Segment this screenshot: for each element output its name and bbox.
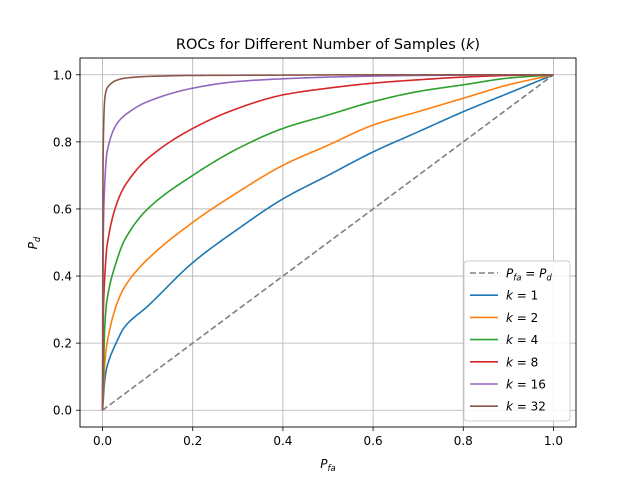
legend-series-k16-label: k = 16 bbox=[506, 378, 546, 392]
x-tick-label: 0.0 bbox=[93, 434, 112, 448]
legend-reference-label: Pfa = Pd bbox=[506, 267, 552, 284]
series-line-k8 bbox=[101, 73, 554, 411]
y-axis-label: Pd bbox=[26, 236, 43, 249]
x-axis-ticks: 0.0 0.2 0.4 0.6 0.8 1.0 bbox=[93, 427, 563, 448]
y-tick-label: 0.0 bbox=[53, 404, 72, 418]
legend-box bbox=[463, 260, 571, 422]
y-tick-label: 1.0 bbox=[53, 68, 72, 82]
x-tick-label: 1.0 bbox=[544, 434, 563, 448]
legend-series-k32-label: k = 32 bbox=[506, 400, 546, 414]
series-line-k32 bbox=[101, 73, 554, 411]
series-line-k1 bbox=[101, 74, 554, 411]
reference-line bbox=[102, 74, 554, 411]
x-tick-label: 0.4 bbox=[273, 434, 292, 448]
y-tick-label: 0.4 bbox=[53, 270, 72, 284]
x-axis-label: Pfa bbox=[320, 457, 335, 474]
legend-series-k1-label: k = 1 bbox=[506, 289, 538, 303]
series-line-k4 bbox=[101, 73, 554, 411]
x-tick-label: 0.2 bbox=[183, 434, 202, 448]
x-tick-label: 0.6 bbox=[364, 434, 383, 448]
plot-frame bbox=[79, 57, 577, 428]
series-line-k2 bbox=[101, 73, 554, 411]
x-tick-label: 0.8 bbox=[454, 434, 473, 448]
legend-series-k2-label: k = 2 bbox=[506, 311, 538, 325]
y-tick-label: 0.2 bbox=[53, 337, 72, 351]
chart-title: ROCs for Different Number of Samples (k) bbox=[176, 37, 480, 53]
legend: Pfa = Pd k = 1 k = 2 k = 4 k = 8 k = 16 k = 32 bbox=[463, 260, 571, 422]
y-axis-ticks: 0.0 0.2 0.4 0.6 0.8 1.0 bbox=[53, 68, 80, 418]
grid-lines bbox=[80, 58, 576, 427]
y-tick-label: 0.8 bbox=[53, 135, 72, 149]
legend-series-k4-label: k = 4 bbox=[506, 333, 538, 347]
legend-series-k8-label: k = 8 bbox=[506, 355, 538, 369]
series-lines bbox=[101, 73, 554, 411]
y-tick-label: 0.6 bbox=[53, 202, 72, 216]
